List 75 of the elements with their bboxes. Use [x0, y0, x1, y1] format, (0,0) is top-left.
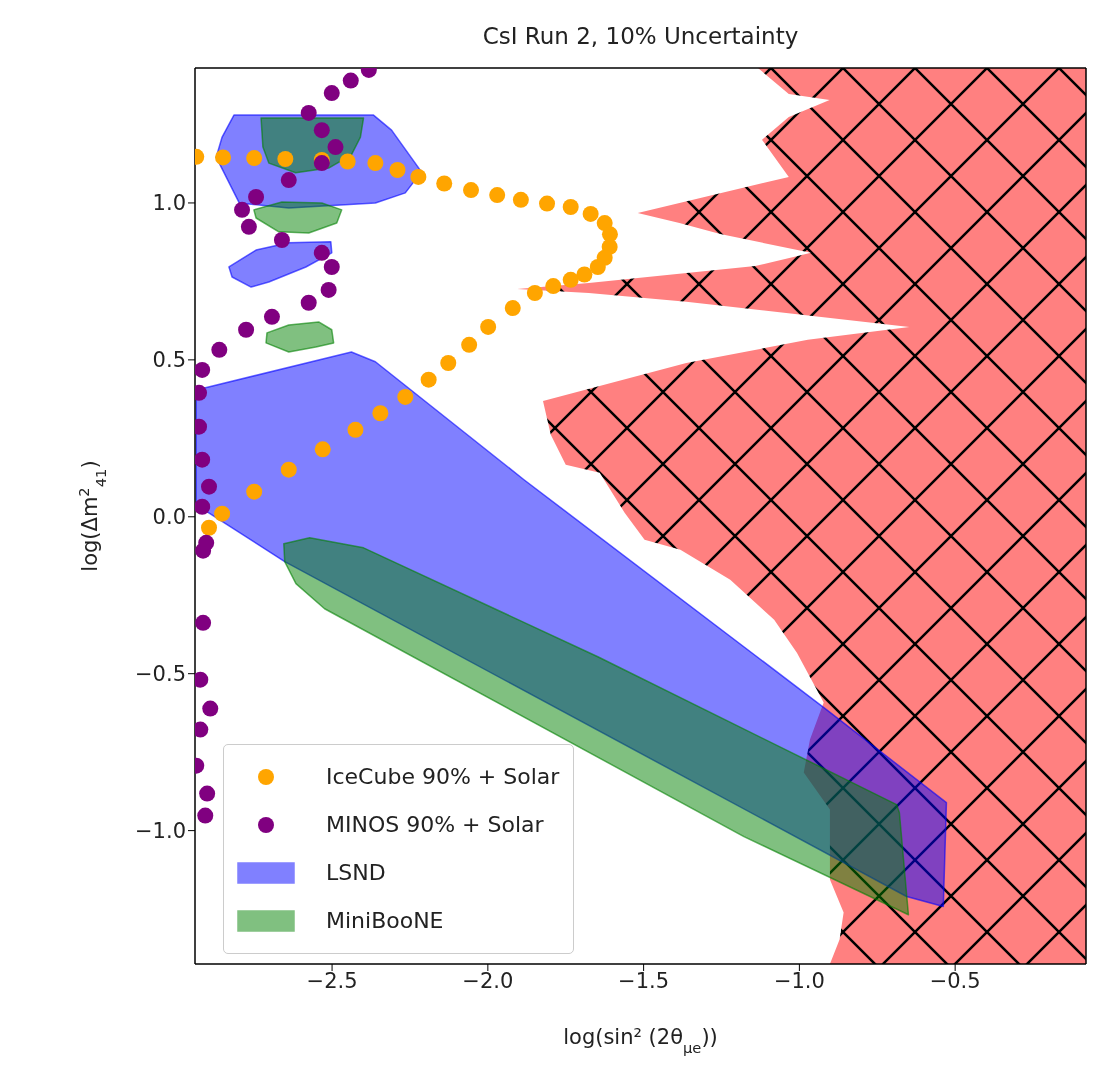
point	[273, 231, 290, 248]
point	[480, 318, 497, 335]
x-tick-label: −1.0	[773, 968, 825, 993]
point	[195, 614, 212, 631]
point	[214, 505, 231, 522]
point	[589, 258, 606, 275]
legend-label: MINOS 90% + Solar	[326, 811, 544, 839]
point	[240, 218, 257, 235]
point	[215, 149, 232, 166]
point	[576, 266, 593, 283]
point	[339, 153, 356, 170]
x-tick-label: −2.0	[462, 968, 514, 993]
point	[197, 807, 214, 824]
point	[562, 199, 579, 216]
point	[539, 195, 556, 212]
x-axis-title: log(sin² (2θ$_{μe}$))	[563, 1025, 718, 1056]
y-tick-label: 1.0	[152, 191, 186, 216]
point	[313, 122, 330, 139]
x-tick-label: −2.5	[306, 968, 358, 993]
y-tick-label: −1.0	[135, 819, 186, 844]
point	[512, 191, 529, 208]
point	[436, 175, 453, 192]
point	[526, 285, 543, 302]
point	[195, 542, 212, 559]
point	[342, 72, 359, 89]
x-tick-label: −1.5	[618, 968, 670, 993]
point	[314, 441, 331, 458]
point	[248, 188, 265, 205]
point	[313, 155, 330, 172]
point	[372, 405, 389, 422]
point	[199, 785, 216, 802]
point	[195, 361, 211, 378]
y-tick-label: 0.0	[152, 505, 186, 530]
point	[280, 172, 297, 189]
point	[238, 321, 255, 338]
point	[440, 355, 457, 372]
point	[234, 201, 251, 218]
point	[300, 104, 317, 121]
point	[201, 519, 218, 536]
point	[246, 483, 263, 500]
point	[504, 300, 521, 317]
point	[420, 371, 437, 388]
point	[367, 155, 384, 172]
legend-label: IceCube 90% + Solar	[326, 763, 560, 791]
point	[397, 388, 414, 405]
point	[195, 498, 211, 515]
point	[463, 182, 480, 199]
legend-label: MiniBooNE	[326, 907, 444, 935]
chart-title: CsI Run 2, 10% Uncertainty	[482, 23, 799, 49]
x-tick-label: −0.5	[929, 968, 981, 993]
point	[323, 258, 340, 275]
point	[562, 271, 579, 288]
point	[201, 478, 218, 495]
legend-label: LSND	[326, 859, 386, 887]
point	[300, 294, 317, 311]
point	[327, 139, 344, 156]
y-tick-label: −0.5	[135, 662, 186, 687]
point	[320, 281, 337, 298]
point	[323, 85, 340, 102]
point	[211, 341, 228, 358]
point	[389, 162, 406, 178]
point	[461, 336, 478, 353]
point	[263, 308, 280, 325]
point	[246, 150, 263, 167]
point	[277, 151, 294, 168]
point	[489, 187, 506, 204]
point	[280, 461, 297, 478]
point	[582, 205, 599, 222]
point	[545, 278, 562, 295]
point	[410, 168, 427, 185]
point	[313, 244, 330, 261]
point	[202, 700, 219, 717]
point	[195, 451, 211, 468]
y-tick-label: 0.5	[152, 348, 186, 373]
point	[347, 421, 364, 438]
